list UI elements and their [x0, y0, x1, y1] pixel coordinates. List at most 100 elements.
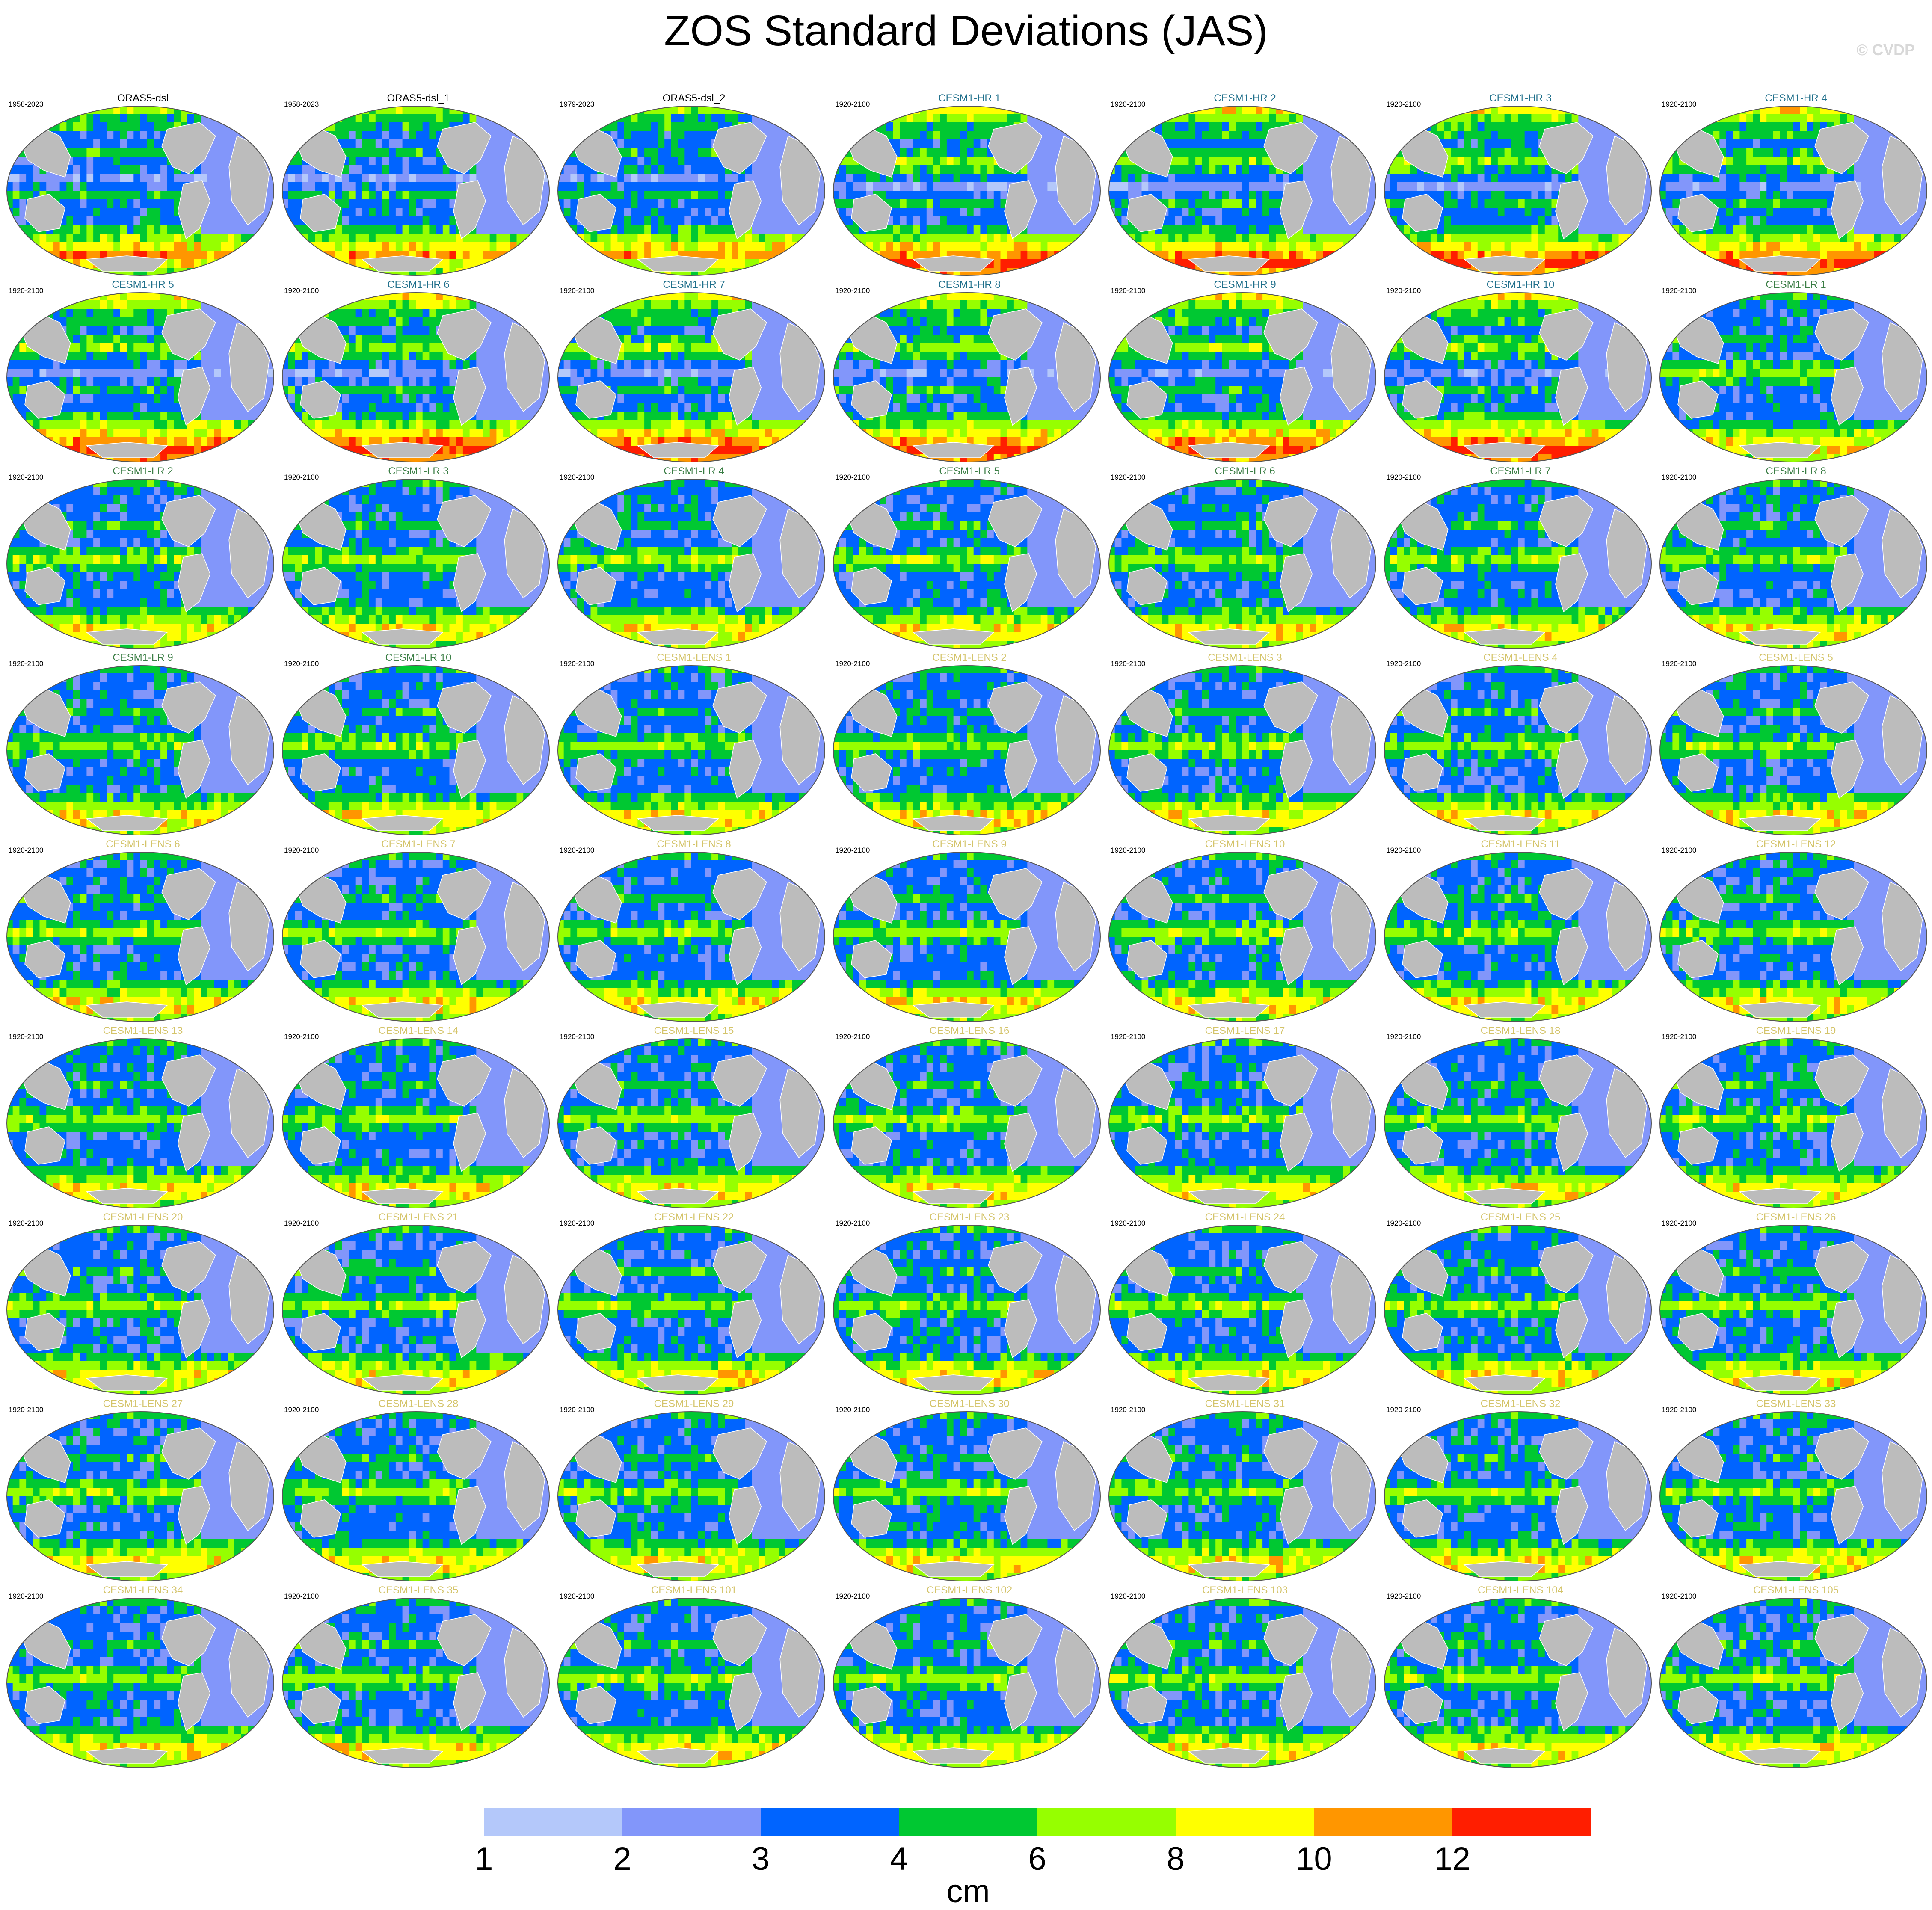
ocean-map — [833, 292, 1101, 463]
map-panel-title: CESM1-HR 5 — [6, 279, 280, 291]
ocean-map — [1108, 665, 1377, 836]
map-panel-title: CESM1-LENS 26 — [1659, 1211, 1932, 1223]
ocean-map — [6, 292, 275, 463]
map-panel-years: 1920-2100 — [1662, 1219, 1696, 1228]
map-panel-years: 1920-2100 — [835, 1592, 870, 1601]
map-panel-title: CESM1-LENS 27 — [6, 1398, 280, 1410]
map-panel-years: 1920-2100 — [1386, 1406, 1421, 1414]
map-panel-years: 1920-2100 — [284, 473, 319, 482]
ocean-map — [833, 105, 1101, 276]
ocean-map — [1108, 851, 1377, 1022]
ocean-map — [282, 478, 550, 649]
ocean-map — [557, 665, 826, 836]
map-panel-title: CESM1-HR 7 — [557, 279, 831, 291]
colorbar-bin — [1176, 1808, 1314, 1836]
ocean-map — [6, 1597, 275, 1768]
ocean-map — [282, 851, 550, 1022]
map-panel-years: 1920-2100 — [284, 846, 319, 855]
ocean-map — [1384, 1597, 1652, 1768]
map-panel-title: CESM1-LENS 15 — [557, 1025, 831, 1037]
map-panel-title: CESM1-LENS 21 — [282, 1211, 555, 1223]
map-panel-title: CESM1-LENS 5 — [1659, 652, 1932, 664]
map-panel-title: CESM1-LR 9 — [6, 652, 280, 664]
map-panel-title: CESM1-LENS 16 — [833, 1025, 1106, 1037]
ocean-map — [1108, 1224, 1377, 1395]
ocean-map — [1659, 478, 1928, 649]
map-panel-years: 1920-2100 — [1386, 660, 1421, 668]
colorbar-bin — [622, 1808, 761, 1836]
ocean-map — [833, 851, 1101, 1022]
map-panel-years: 1920-2100 — [1386, 846, 1421, 855]
ocean-map — [6, 105, 275, 276]
map-panel-years: 1920-2100 — [835, 473, 870, 482]
map-panel-years: 1920-2100 — [284, 1592, 319, 1601]
map-panel-title: ORAS5-dsl_1 — [282, 92, 555, 104]
map-panel-title: CESM1-LR 3 — [282, 465, 555, 477]
map-panel-years: 1920-2100 — [1662, 846, 1696, 855]
map-panel-years: 1920-2100 — [560, 1219, 594, 1228]
ocean-map — [833, 1224, 1101, 1395]
ocean-map — [1659, 105, 1928, 276]
ocean-map — [557, 105, 826, 276]
map-panel-title: CESM1-LENS 30 — [833, 1398, 1106, 1410]
colorbar-bin — [1452, 1808, 1591, 1836]
colorbar-bin — [346, 1808, 484, 1836]
colorbar-tick-label: 2 — [613, 1840, 631, 1877]
map-panel-title: CESM1-LENS 22 — [557, 1211, 831, 1223]
ocean-map — [1108, 292, 1377, 463]
map-panel-years: 1920-2100 — [1662, 473, 1696, 482]
map-panel-years: 1920-2100 — [9, 1219, 43, 1228]
map-panel-title: CESM1-LENS 2 — [833, 652, 1106, 664]
map-panel-years: 1920-2100 — [560, 1033, 594, 1041]
ocean-map — [1384, 292, 1652, 463]
map-panel-years: 1920-2100 — [1662, 100, 1696, 109]
ocean-map — [1108, 1038, 1377, 1209]
ocean-map — [1384, 851, 1652, 1022]
map-panel-years: 1920-2100 — [1386, 473, 1421, 482]
ocean-map — [1384, 665, 1652, 836]
map-panel-years: 1920-2100 — [1662, 1033, 1696, 1041]
map-panel-title: CESM1-LENS 31 — [1108, 1398, 1382, 1410]
colorbar-tick-label: 4 — [890, 1840, 908, 1877]
map-panel-title: CESM1-LENS 18 — [1384, 1025, 1657, 1037]
map-panel-title: CESM1-LENS 19 — [1659, 1025, 1932, 1037]
ocean-map — [557, 1038, 826, 1209]
colorbar-tick-label: 8 — [1167, 1840, 1185, 1877]
map-panel-years: 1920-2100 — [1386, 1219, 1421, 1228]
colorbar — [346, 1808, 1591, 1836]
map-panel-title: CESM1-LR 5 — [833, 465, 1106, 477]
ocean-map — [1659, 1411, 1928, 1582]
map-panel-years: 1920-2100 — [1111, 1592, 1145, 1601]
map-panel-title: CESM1-LENS 8 — [557, 838, 831, 850]
map-panel-years: 1958-2023 — [9, 100, 43, 109]
ocean-map — [6, 1038, 275, 1209]
